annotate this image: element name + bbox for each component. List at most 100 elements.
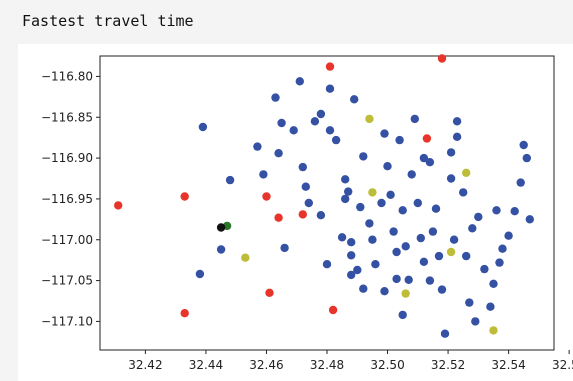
- data-point: [446, 174, 456, 183]
- data-point: [301, 182, 310, 191]
- data-point: [522, 153, 531, 163]
- y-tick-label: −116.80: [41, 69, 93, 83]
- data-point: [395, 135, 404, 145]
- data-point: [398, 310, 407, 320]
- data-point: [434, 251, 444, 261]
- data-point: [359, 284, 368, 293]
- data-point: [353, 265, 362, 275]
- data-point: [437, 285, 447, 294]
- data-point: [449, 235, 459, 244]
- data-point: [274, 149, 283, 158]
- data-point: [347, 251, 356, 260]
- axes-frame: [99, 55, 555, 351]
- data-point: [180, 309, 189, 318]
- data-point: [259, 170, 268, 179]
- data-point: [316, 109, 326, 119]
- data-point: [404, 275, 413, 284]
- data-point: [416, 233, 425, 243]
- data-point: [328, 305, 338, 315]
- data-point: [356, 202, 365, 212]
- data-point: [216, 245, 226, 254]
- data-point: [368, 235, 377, 244]
- data-point: [341, 194, 350, 204]
- data-point: [325, 126, 335, 135]
- data-point: [437, 54, 447, 63]
- plot-card: 32.42 32.44 32.46 32.48 32.50 32.52 32.54 32.56…: [18, 44, 573, 381]
- data-point: [428, 227, 438, 236]
- data-point: [262, 192, 271, 201]
- data-point: [525, 215, 534, 224]
- data-point: [295, 77, 304, 86]
- data-points: [114, 54, 534, 338]
- chart-title: Fastest travel time: [22, 12, 194, 30]
- data-point: [341, 175, 350, 184]
- data-point: [431, 204, 441, 213]
- data-point: [298, 210, 307, 219]
- data-point: [446, 148, 456, 157]
- axes-box: [99, 55, 555, 351]
- data-point: [365, 114, 374, 124]
- data-point: [280, 243, 289, 253]
- x-tick-label: 32.54: [491, 358, 525, 372]
- y-tick-label: −116.95: [41, 192, 93, 206]
- data-point: [462, 251, 471, 261]
- data-point: [322, 260, 332, 269]
- data-point: [495, 258, 504, 267]
- data-point: [344, 187, 353, 196]
- data-point: [462, 168, 471, 177]
- data-point: [459, 188, 468, 197]
- data-point: [253, 142, 262, 151]
- data-point: [504, 231, 513, 240]
- y-tick-label: −117.10: [41, 314, 93, 328]
- x-tick-label: 32.44: [189, 358, 223, 372]
- data-point: [368, 188, 377, 197]
- data-point: [337, 233, 347, 242]
- data-point: [380, 129, 389, 138]
- data-point: [316, 211, 326, 220]
- x-tick-label: 32.56: [552, 358, 573, 372]
- data-point: [413, 198, 422, 208]
- data-point: [271, 93, 280, 102]
- data-point: [198, 122, 208, 132]
- data-point: [516, 178, 525, 187]
- data-point: [304, 198, 313, 208]
- x-tick-label: 32.42: [128, 358, 162, 372]
- data-point: [265, 288, 274, 297]
- data-point: [474, 212, 483, 222]
- data-point: [401, 289, 410, 298]
- data-point: [407, 170, 416, 179]
- data-point: [498, 244, 507, 253]
- data-point: [383, 162, 392, 171]
- data-point: [180, 192, 189, 201]
- data-point: [489, 279, 498, 288]
- data-point: [486, 302, 495, 311]
- y-tick-label: −117.05: [41, 274, 93, 288]
- data-point: [489, 326, 498, 335]
- data-point: [289, 126, 298, 135]
- x-tick-label: 32.50: [370, 358, 404, 372]
- y-axis-ticks: −116.80 −116.85 −116.90 −116.95 −117.00 −117.…: [41, 69, 100, 328]
- data-point: [419, 153, 429, 163]
- data-point: [371, 260, 380, 269]
- data-point: [422, 134, 432, 143]
- data-point: [216, 223, 226, 232]
- data-point: [452, 132, 462, 141]
- data-point: [389, 227, 398, 236]
- data-point: [274, 213, 283, 222]
- data-point: [510, 207, 519, 216]
- data-point: [377, 198, 386, 208]
- x-axis-ticks: 32.42 32.44 32.46 32.48 32.50 32.52 32.54 32.56: [128, 350, 573, 372]
- x-tick-label: 32.48: [310, 358, 344, 372]
- data-point: [331, 135, 341, 145]
- data-point: [277, 118, 286, 128]
- data-point: [386, 190, 395, 199]
- data-point: [492, 206, 501, 215]
- data-point: [452, 117, 462, 126]
- data-point: [392, 274, 401, 284]
- data-point: [401, 242, 410, 251]
- data-point: [419, 257, 429, 266]
- y-tick-label: −116.90: [41, 151, 93, 165]
- data-point: [114, 201, 123, 210]
- data-point: [410, 114, 419, 124]
- data-point: [468, 224, 477, 233]
